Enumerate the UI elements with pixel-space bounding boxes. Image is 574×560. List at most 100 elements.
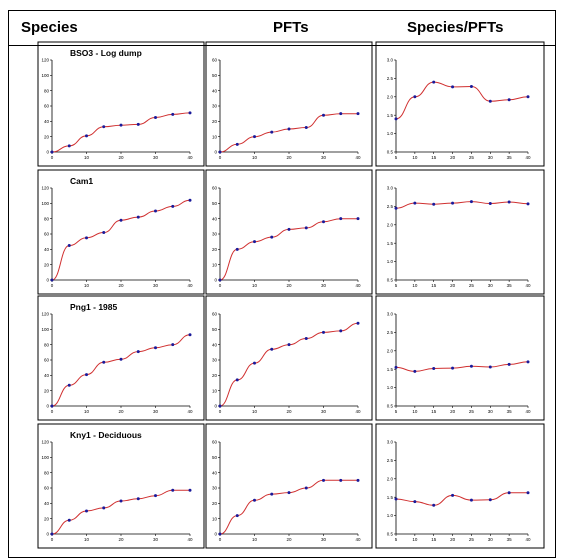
data-point [432,202,436,206]
y-tick-label: 100 [41,201,49,206]
y-tick-label: 80 [44,342,50,347]
x-tick-label: 40 [355,155,361,160]
data-point [85,134,88,138]
panel-border [37,423,205,549]
data-point [339,329,343,333]
data-point [526,491,530,495]
x-tick-label: 20 [286,537,292,542]
x-tick-label: 30 [153,155,159,160]
x-tick-label: 0 [219,409,222,414]
data-point [67,144,71,148]
data-point [218,532,222,536]
data-point [85,509,88,513]
y-tick-label: 0 [46,532,49,537]
x-tick-label: 20 [450,283,456,288]
data-point [451,85,455,89]
y-tick-label: 0 [46,278,49,283]
data-point [287,343,291,347]
data-point [394,365,398,369]
data-point [188,333,192,337]
y-tick-label: 40 [212,216,218,221]
series-line [219,479,358,535]
data-point [469,498,473,502]
data-point [451,201,455,205]
panel-border [37,41,205,167]
y-tick-label: 60 [212,440,218,445]
y-tick-label: 10 [212,516,218,521]
data-point [235,142,239,146]
y-tick-label: 20 [212,119,218,124]
y-tick-label: 1.0 [387,131,394,136]
x-tick-label: 35 [507,409,513,414]
data-point [322,330,325,334]
y-tick-label: 30 [212,486,218,491]
data-point [136,122,140,126]
data-point [394,497,398,501]
data-point [136,497,140,501]
y-tick-label: 50 [212,327,218,332]
data-point [85,373,88,377]
y-tick-label: 0 [46,150,49,155]
y-tick-label: 20 [212,247,218,252]
data-point [235,378,239,382]
data-point [432,366,436,370]
data-point [322,113,325,117]
x-tick-label: 30 [488,409,494,414]
y-tick-label: 40 [44,119,50,124]
data-point [469,200,473,204]
y-tick-label: 80 [44,470,50,475]
data-point [253,240,256,244]
y-tick-label: 0 [214,150,217,155]
series-line [395,201,529,209]
data-point [154,116,157,119]
data-point [451,493,455,497]
x-tick-label: 40 [187,155,193,160]
data-point [469,84,473,88]
data-point [171,204,175,208]
x-tick-label: 30 [321,409,327,414]
panel-title: Kny1 - Deciduous [70,430,142,440]
series-line [395,492,528,506]
x-tick-label: 0 [51,155,54,160]
x-tick-label: 30 [488,537,494,542]
y-tick-label: 50 [212,201,218,206]
y-tick-label: 60 [212,186,218,191]
x-tick-label: 40 [525,155,531,160]
x-tick-label: 25 [469,155,475,160]
y-tick-label: 40 [212,342,218,347]
y-tick-label: 120 [41,58,49,63]
data-point [119,357,123,361]
data-point [154,346,157,350]
x-tick-label: 10 [252,537,258,542]
figure-frame: Species PFTs Species/PFTs [8,10,556,558]
y-tick-label: 0.5 [387,532,394,537]
data-point [507,98,511,102]
y-tick-label: 40 [212,470,218,475]
data-point [218,278,222,282]
data-point [507,200,511,204]
x-tick-label: 40 [187,409,193,414]
x-tick-label: 40 [355,283,361,288]
column-header-species: Species [21,19,78,36]
column-header-ratio: Species/PFTs [407,19,504,36]
panel-border [37,295,205,421]
data-point [413,201,417,205]
data-point [413,369,417,373]
y-tick-label: 120 [41,186,49,191]
data-point [339,478,343,482]
x-tick-label: 30 [488,155,494,160]
x-tick-label: 20 [286,283,292,288]
y-tick-label: 2.0 [387,94,394,99]
x-tick-label: 20 [450,409,456,414]
x-tick-label: 40 [187,537,193,542]
x-tick-label: 30 [321,537,327,542]
x-tick-label: 5 [395,283,398,288]
x-tick-label: 40 [525,283,531,288]
data-point [50,150,54,154]
x-tick-label: 15 [431,283,437,288]
y-tick-label: 0 [214,404,217,409]
x-tick-label: 10 [84,537,90,542]
x-tick-label: 10 [252,155,258,160]
data-point [188,111,192,115]
